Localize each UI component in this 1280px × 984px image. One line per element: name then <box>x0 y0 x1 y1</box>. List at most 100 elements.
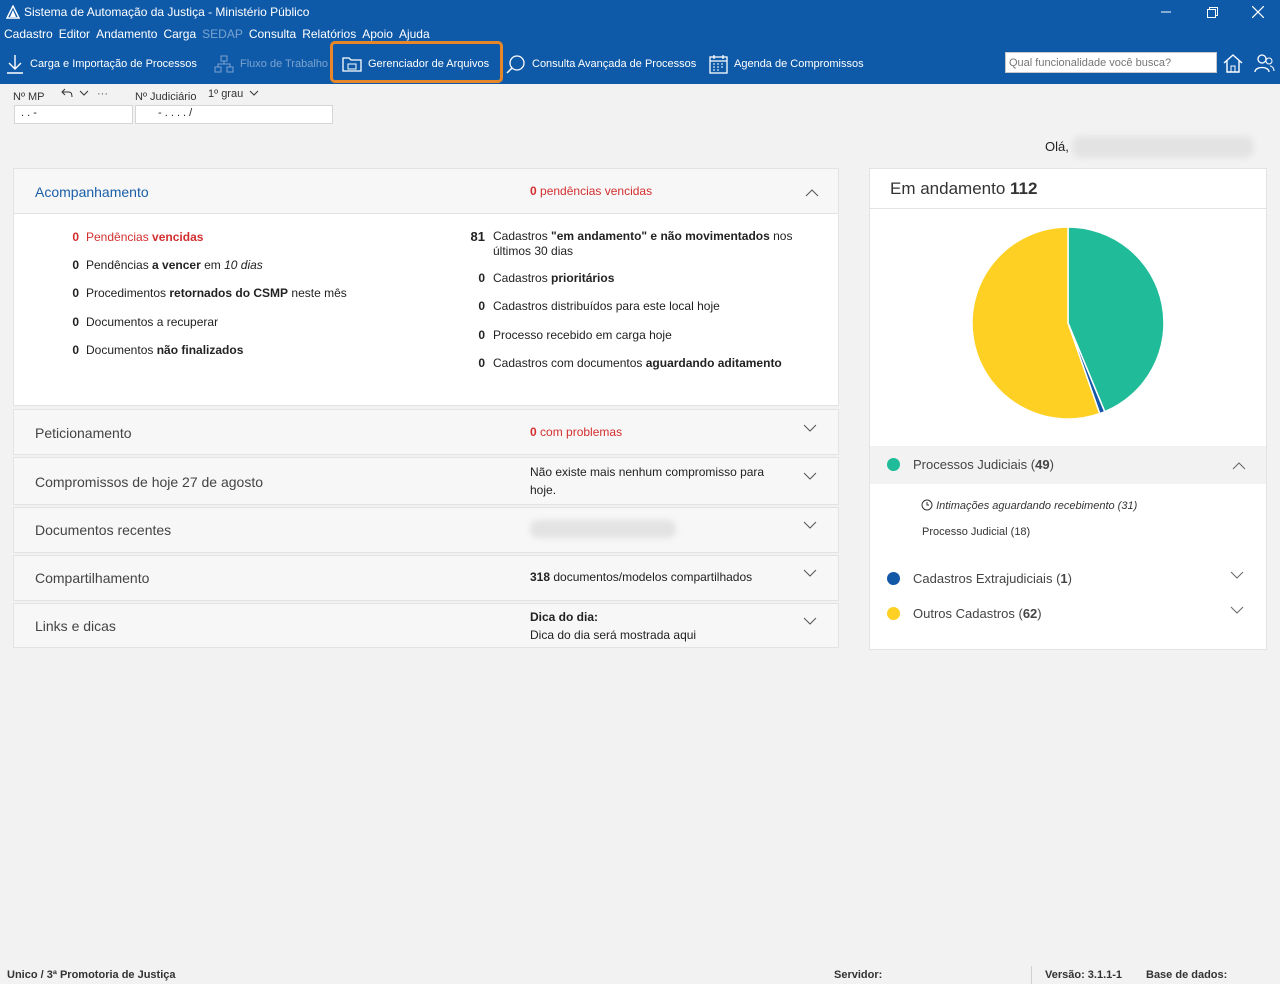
compromissos-panel[interactable]: Compromissos de hoje 27 de agosto Não ex… <box>13 457 839 505</box>
carga-importacao-button[interactable]: Carga e Importação de Processos <box>6 50 197 78</box>
status-separator <box>1031 966 1032 984</box>
menu-carga[interactable]: Carga <box>163 27 197 41</box>
intimacoes-item[interactable]: Intimações aguardando recebimento (31) <box>921 499 1137 512</box>
folder-icon <box>342 57 362 72</box>
pie-slice-processos-judiciais[interactable] <box>1067 227 1165 413</box>
compartilhamento-summary: 318 documentos/modelos compartilhados <box>530 570 753 584</box>
carga-importacao-label: Carga e Importação de Processos <box>30 58 197 70</box>
acompanhamento-title: Acompanhamento <box>35 184 149 200</box>
status-local: Unico / 3ª Promotoria de Justiça <box>7 969 176 981</box>
menu-bar: Cadastro Editor Andamento Carga SEDAP Co… <box>0 24 1280 44</box>
app-logo-icon <box>6 5 20 19</box>
gerenciador-arquivos-label: Gerenciador de Arquivos <box>368 58 490 70</box>
search-chat-icon <box>506 55 525 74</box>
more-options[interactable]: ··· <box>97 88 108 100</box>
documentos-recentes-title: Documentos recentes <box>35 522 172 538</box>
status-servidor: Servidor: <box>834 969 883 981</box>
menu-ajuda[interactable]: Ajuda <box>398 27 430 41</box>
mp-label: Nº MP <box>13 91 45 103</box>
close-button[interactable] <box>1235 0 1280 24</box>
links-dicas-title: Links e dicas <box>35 618 116 634</box>
chevron-down-icon[interactable] <box>1230 606 1244 614</box>
chevron-down-icon[interactable] <box>803 569 817 577</box>
compartilhamento-panel[interactable]: Compartilhamento 318 documentos/modelos … <box>13 555 839 601</box>
clock-icon <box>921 499 933 511</box>
dica-text: Dica do dia será mostrada aqui <box>530 628 697 642</box>
legend-cadastros-extrajudiciais[interactable]: Cadastros Extrajudiciais (1) <box>870 559 1266 597</box>
mp-number-field[interactable]: . . - <box>14 105 133 124</box>
gerenciador-arquivos-button[interactable]: Gerenciador de Arquivos <box>342 50 489 78</box>
extrajudiciais-label: Cadastros Extrajudiciais (1) <box>913 571 1072 586</box>
judiciais-dot <box>887 458 900 471</box>
chevron-down-icon[interactable] <box>803 617 817 625</box>
legend-processos-judiciais[interactable]: Processos Judiciais (49) <box>870 446 1266 484</box>
fluxo-trabalho-button[interactable]: Fluxo de Trabalho <box>214 50 328 78</box>
chevron-down-icon[interactable] <box>1230 571 1244 579</box>
chevron-down-icon[interactable] <box>79 90 89 97</box>
status-base: Base de dados: <box>1146 969 1228 981</box>
agenda-compromissos-label: Agenda de Compromissos <box>734 58 864 70</box>
funcionalidade-search-input[interactable] <box>1005 52 1217 73</box>
chevron-down-icon[interactable] <box>803 424 817 432</box>
minimize-button[interactable] <box>1143 0 1189 24</box>
calendar-icon <box>709 55 728 74</box>
undo-icon[interactable] <box>61 88 73 98</box>
processo-judicial-item[interactable]: Processo Judicial (18) <box>922 526 1031 538</box>
title-bar: Sistema de Automação da Justiça - Minist… <box>0 0 1280 24</box>
chevron-down-icon[interactable] <box>803 472 817 480</box>
consulta-avancada-button[interactable]: Consulta Avançada de Processos <box>506 50 696 78</box>
user-name-redacted <box>1072 136 1254 158</box>
grau-select[interactable]: 1º grau <box>208 88 244 100</box>
peticionamento-panel[interactable]: Peticionamento 0 com problemas <box>13 409 839 455</box>
menu-apoio[interactable]: Apoio <box>362 27 393 41</box>
home-icon[interactable] <box>1222 52 1244 74</box>
em-andamento-pie-chart[interactable] <box>968 227 1168 427</box>
menu-consulta[interactable]: Consulta <box>248 27 297 41</box>
extrajudiciais-dot <box>887 572 900 585</box>
agenda-compromissos-button[interactable]: Agenda de Compromissos <box>709 50 864 78</box>
documentos-recentes-panel[interactable]: Documentos recentes <box>13 507 839 553</box>
judiciais-label: Processos Judiciais (49) <box>913 457 1054 472</box>
em-andamento-panel: Em andamento 112 Processos Judiciais (49… <box>869 168 1267 650</box>
window-title: Sistema de Automação da Justiça - Minist… <box>24 5 310 19</box>
judicial-label: Nº Judiciário <box>135 91 197 103</box>
menu-cadastro[interactable]: Cadastro <box>4 27 53 41</box>
status-bar: Unico / 3ª Promotoria de Justiça Servido… <box>0 966 1280 984</box>
menu-editor[interactable]: Editor <box>58 27 91 41</box>
compartilhamento-title: Compartilhamento <box>35 570 150 586</box>
documento-redacted <box>530 520 676 538</box>
workflow-icon <box>214 55 234 73</box>
chevron-down-icon[interactable] <box>803 521 817 529</box>
em-andamento-header: Em andamento 112 <box>870 169 1266 209</box>
acompanhamento-header[interactable]: Acompanhamento 0 pendências vencidas <box>14 169 838 214</box>
outros-dot <box>887 607 900 620</box>
menu-sedap[interactable]: SEDAP <box>202 27 243 41</box>
acompanhamento-panel: Acompanhamento 0 pendências vencidas 0 P… <box>13 168 839 406</box>
chevron-up-icon[interactable] <box>805 189 819 197</box>
menu-andamento[interactable]: Andamento <box>96 27 158 41</box>
grau-chevron-icon[interactable] <box>249 90 259 97</box>
users-icon[interactable] <box>1253 52 1275 74</box>
dica-heading: Dica do dia: <box>530 610 599 624</box>
acompanhamento-summary: 0 pendências vencidas <box>530 184 653 198</box>
greeting: Olá, <box>1045 139 1069 154</box>
download-icon <box>7 55 23 74</box>
gerenciador-highlight <box>330 41 503 83</box>
compromissos-title: Compromissos de hoje 27 de agosto <box>35 474 264 490</box>
restore-button[interactable] <box>1189 0 1235 24</box>
peticionamento-title: Peticionamento <box>35 425 132 441</box>
legend-outros-cadastros[interactable]: Outros Cadastros (62) <box>870 594 1266 632</box>
status-versao: Versão: 3.1.1-1 <box>1045 969 1123 981</box>
em-andamento-title: Em andamento 112 <box>890 179 1038 198</box>
fluxo-trabalho-label: Fluxo de Trabalho <box>240 58 329 70</box>
peticionamento-summary: 0 com problemas <box>530 425 623 439</box>
pie-slice-outros-cadastros[interactable] <box>971 227 1101 420</box>
judicial-number-field[interactable]: - . . . . / <box>135 105 333 124</box>
links-dicas-panel[interactable]: Links e dicas Dica do dia: Dica do dia s… <box>13 603 839 648</box>
chevron-up-icon[interactable] <box>1232 462 1246 470</box>
compromissos-line2: hoje. <box>530 483 557 497</box>
compromissos-line1: Não existe mais nenhum compromisso para <box>530 465 765 479</box>
menu-relatorios[interactable]: Relatórios <box>302 27 357 41</box>
consulta-avancada-label: Consulta Avançada de Processos <box>532 58 697 70</box>
outros-label: Outros Cadastros (62) <box>913 606 1042 621</box>
